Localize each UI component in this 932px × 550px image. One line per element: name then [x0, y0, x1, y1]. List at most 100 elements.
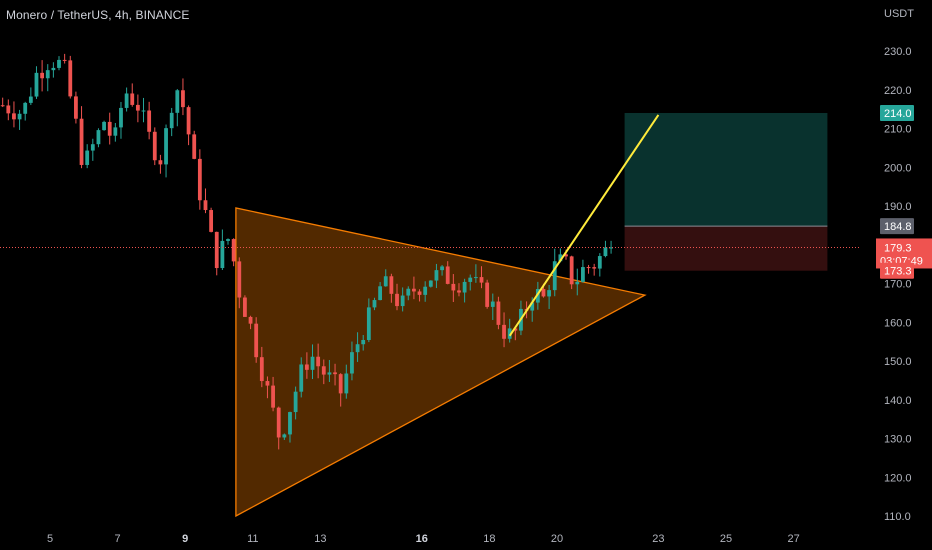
- y-tick-label-9: 200.0: [884, 162, 912, 174]
- candle-body-35: [197, 158, 202, 201]
- candle-body-4: [23, 102, 28, 114]
- candle-body-51: [288, 412, 292, 435]
- candle-body-108: [609, 247, 613, 249]
- candle-body-103: [581, 267, 585, 282]
- y-tick-label-10: 210.0: [884, 124, 912, 136]
- candle-body-107: [603, 247, 608, 257]
- price-tag-214-0: 214.0: [884, 108, 912, 120]
- candle-body-97: [547, 290, 552, 297]
- candle-body-68: [383, 276, 388, 287]
- candle-body-19: [107, 121, 112, 136]
- candle-body-13: [74, 96, 78, 119]
- candle-body-76: [428, 280, 433, 287]
- x-tick-label-4: 13: [314, 533, 326, 545]
- candle-body-71: [400, 295, 405, 307]
- price-tag-184-8-bg: [880, 218, 914, 235]
- stop-zone: [624, 226, 828, 271]
- triangle-pattern: [235, 207, 647, 518]
- candle-body-36: [203, 200, 208, 211]
- target-zone: [624, 113, 828, 227]
- price-tag-184-8: 184.8: [884, 221, 912, 233]
- candle-body-43: [243, 297, 247, 317]
- candle-body-48: [271, 385, 275, 408]
- candle-body-69: [389, 276, 394, 294]
- candle-body-31: [175, 90, 180, 113]
- candle-body-46: [259, 357, 264, 382]
- candle-body-81: [457, 290, 461, 293]
- x-tick-label-9: 25: [720, 533, 732, 545]
- candle-body-41: [231, 239, 236, 262]
- candle-body-56: [316, 356, 321, 367]
- candle-body-29: [164, 128, 168, 165]
- candle-body-47: [265, 381, 270, 386]
- y-tick-label-12: 230.0: [884, 46, 912, 58]
- candle-body-2: [12, 113, 16, 120]
- candle-body-28: [158, 160, 163, 165]
- candle-body-52: [293, 391, 298, 413]
- candle-body-9: [51, 67, 56, 71]
- breakout-line: [508, 114, 660, 337]
- y-tick-label-2: 130.0: [884, 434, 912, 446]
- candle-body-53: [299, 364, 304, 392]
- x-tick-label-5: 16: [416, 533, 428, 545]
- candle-body-27: [152, 131, 157, 161]
- x-tick-label-0: 5: [47, 533, 53, 545]
- candle-body-11: [62, 59, 67, 61]
- candle-body-95: [535, 289, 540, 303]
- candle-body-88: [496, 301, 501, 325]
- candle-body-0: [0, 105, 5, 107]
- candle-body-106: [597, 256, 602, 269]
- x-tick-label-3: 11: [247, 533, 258, 545]
- candle-body-78: [440, 266, 444, 271]
- x-tick-label-7: 20: [551, 533, 563, 545]
- candle-body-86: [485, 282, 490, 307]
- candle-body-44: [248, 316, 253, 324]
- candle-body-62: [350, 352, 354, 374]
- candle-body-6: [34, 72, 39, 97]
- price-tag-173-3: 173.3: [884, 266, 912, 278]
- y-tick-label-6: 170.0: [884, 279, 912, 291]
- candle-body-67: [378, 286, 383, 301]
- candle-body-50: [282, 434, 287, 438]
- candle-body-58: [327, 372, 332, 375]
- candle-body-82: [462, 281, 467, 293]
- candle-body-74: [417, 291, 422, 295]
- y-tick-label-8: 190.0: [884, 201, 912, 213]
- candle-body-7: [40, 72, 45, 79]
- candle-body-75: [423, 286, 428, 295]
- candle-body-24: [135, 104, 140, 111]
- x-tick-label-6: 18: [483, 533, 495, 545]
- candle-body-32: [181, 90, 185, 108]
- y-tick-label-1: 120.0: [884, 472, 912, 484]
- y-tick-label-4: 150.0: [884, 356, 912, 368]
- price-tag-173-3-bg: [880, 262, 914, 279]
- candle-body-63: [355, 344, 360, 353]
- candle-body-34: [192, 134, 197, 159]
- y-tick-label-11: 220.0: [884, 85, 912, 97]
- candles: [0, 53, 613, 450]
- candle-body-83: [468, 277, 473, 282]
- candle-body-99: [558, 254, 563, 262]
- candle-body-25: [141, 110, 146, 112]
- candle-body-104: [586, 267, 591, 269]
- candle-body-66: [372, 300, 377, 308]
- candle-body-105: [592, 267, 597, 269]
- candle-body-1: [6, 105, 11, 114]
- candle-body-94: [530, 302, 535, 311]
- candle-body-39: [220, 240, 225, 269]
- candle-body-85: [479, 277, 484, 283]
- candle-body-21: [119, 107, 123, 128]
- candle-body-45: [254, 323, 259, 358]
- candle-body-70: [395, 293, 399, 307]
- candle-body-20: [113, 127, 118, 136]
- candle-body-54: [304, 364, 309, 370]
- candle-body-3: [17, 113, 22, 120]
- candle-body-16: [90, 144, 95, 151]
- y-axis-unit: USDT: [884, 8, 914, 20]
- candle-body-57: [321, 366, 326, 375]
- x-tick-label-2: 9: [182, 533, 188, 545]
- y-tick-label-5: 160.0: [884, 317, 912, 329]
- y-tick-label-3: 140.0: [884, 395, 912, 407]
